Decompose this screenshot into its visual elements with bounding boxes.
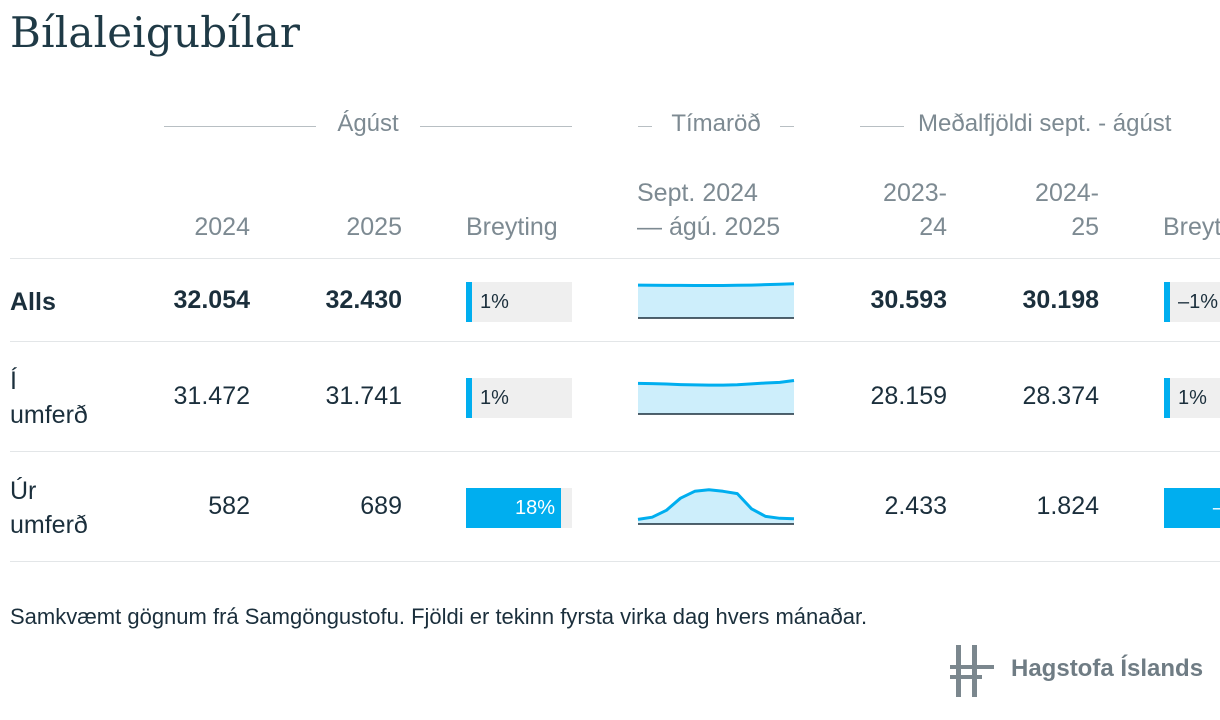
col-header-series-line2: — ágú. 2025 [637, 213, 781, 241]
value-avg-2024-25: 1.824 [1036, 492, 1099, 520]
col-header-change2: Breyting [1163, 213, 1220, 241]
change-bar [466, 488, 561, 528]
value-avg-2024-25: 30.198 [1022, 286, 1099, 314]
group-header-avg: Meðalfjöldi sept. - ágúst [860, 108, 1220, 144]
col-header-series-line1: Sept. 2024 [637, 179, 758, 207]
sparkline-line [637, 488, 795, 521]
value-2025: 31.741 [325, 382, 402, 410]
col-header-change: Breyting [466, 213, 558, 241]
footnote: Samkvæmt gögnum frá Samgöngustofu. Fjöld… [10, 604, 868, 629]
change2-bar-bg [1164, 282, 1220, 322]
value-2024: 582 [208, 492, 250, 520]
change-bar [466, 282, 472, 322]
sparkline-line [637, 379, 795, 387]
change-label: 1% [480, 291, 509, 313]
change-bar [466, 378, 472, 418]
change-bar-bg [466, 378, 572, 418]
col-header-avg2-line2: 25 [1071, 213, 1099, 241]
group-header-series: Tímaröð [638, 108, 794, 144]
col-header-2024: 2024 [194, 213, 250, 241]
sparkline-area [638, 380, 794, 414]
change-bar-bg [466, 282, 572, 322]
row-divider [10, 258, 1220, 259]
change2-bar-bg [1164, 378, 1220, 418]
sparkline [637, 488, 795, 525]
value-avg-2024-25: 28.374 [1022, 382, 1099, 410]
value-avg-2023-24: 2.433 [884, 492, 947, 520]
row-divider [10, 561, 1220, 562]
group-header-month: Ágúst [164, 108, 572, 144]
group-label-avg: Meðalfjöldi sept. - ágúst [918, 110, 1172, 137]
row-label: umferð [10, 401, 88, 429]
change2-label: 1% [1178, 387, 1207, 409]
group-label-month: Ágúst [337, 110, 399, 137]
value-avg-2023-24: 30.593 [870, 286, 947, 314]
value-avg-2023-24: 28.159 [870, 382, 947, 410]
value-2024: 31.472 [173, 382, 250, 410]
row-divider [10, 451, 1220, 452]
change2-bar [1164, 378, 1170, 418]
col-header-avg2-line1: 2024- [1035, 179, 1099, 207]
change2-label: –25% [1168, 488, 1220, 528]
row-divider [10, 341, 1220, 342]
value-2025: 689 [360, 492, 402, 520]
row-label: Alls [10, 288, 56, 316]
sparkline [637, 282, 795, 319]
change2-bar [1164, 488, 1220, 528]
logo-text: Hagstofa Íslands [1011, 655, 1204, 682]
sparkline-line [637, 282, 795, 287]
row-label: Úr [10, 477, 37, 505]
col-header-avg1-line2: 24 [919, 213, 947, 241]
sparkline [637, 379, 795, 415]
row-label: umferð [10, 511, 88, 539]
hagstofa-logo-icon [950, 645, 994, 697]
value-2024: 32.054 [173, 286, 250, 314]
change2-label: –1% [1178, 291, 1219, 313]
hagstofa-logo: Hagstofa Íslands [950, 643, 1210, 699]
sparkline-area [638, 489, 794, 524]
sparkline-area [638, 283, 794, 318]
col-header-avg1-line1: 2023- [883, 179, 947, 207]
value-2025: 32.430 [325, 286, 402, 314]
row-label: Í [10, 367, 17, 395]
change-label: 18% [514, 497, 555, 519]
group-label-series: Tímaröð [671, 110, 761, 137]
change2-bar [1164, 282, 1170, 322]
page-title: Bílaleigubílar [10, 8, 301, 57]
col-header-2025: 2025 [346, 213, 402, 241]
change-label: 1% [480, 387, 509, 409]
